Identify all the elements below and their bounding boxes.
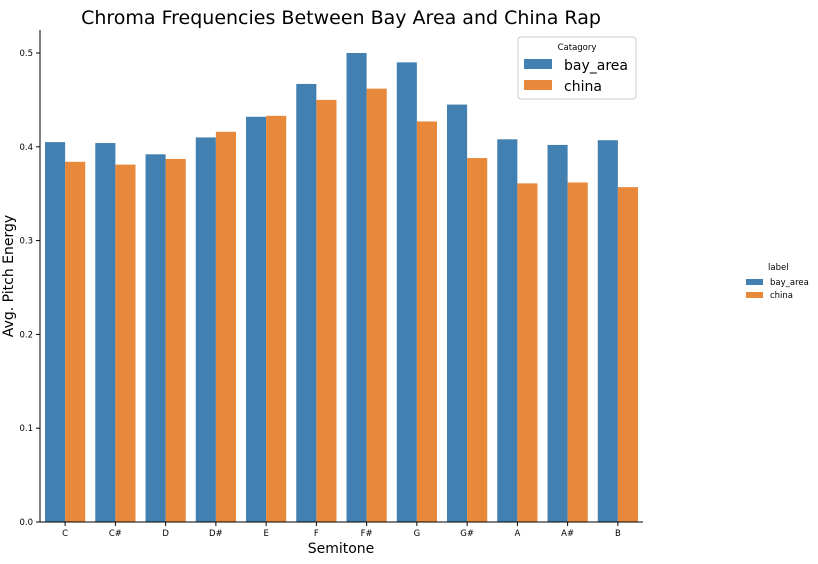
bar-china-asharp bbox=[567, 182, 588, 522]
x-tick-label: E bbox=[263, 529, 268, 539]
bar-china-csharp bbox=[115, 164, 136, 522]
bar-bay-area-fsharp bbox=[346, 53, 367, 522]
legend-outer-swatch-bay-area bbox=[746, 279, 763, 285]
bar-china-g bbox=[416, 121, 437, 522]
x-tick-label: G# bbox=[460, 529, 474, 539]
legend-inner-title: Catagory bbox=[558, 43, 597, 53]
bar-china-gsharp bbox=[467, 158, 488, 522]
y-tick-label: 0.5 bbox=[19, 49, 33, 59]
bars-group bbox=[45, 53, 638, 523]
y-tick-label: 0.3 bbox=[19, 237, 33, 247]
y-tick-label: 0.1 bbox=[19, 424, 33, 434]
bar-china-b bbox=[617, 187, 638, 522]
legend-inner-label-bay-area: bay_area bbox=[564, 58, 628, 74]
legend-inner: Catagory bay_area china bbox=[517, 36, 637, 100]
bar-china-f bbox=[316, 99, 337, 523]
x-axis-label: Semitone bbox=[308, 541, 375, 557]
bar-bay-area-f bbox=[296, 83, 317, 522]
y-tick-label: 0.2 bbox=[19, 330, 33, 340]
bar-china-d bbox=[165, 158, 186, 523]
x-ticks-group: C C# D D# E F F# G G# A A# B bbox=[62, 522, 621, 539]
legend-outer: label bay_area china bbox=[746, 263, 809, 301]
bar-china-c bbox=[65, 161, 86, 522]
x-tick-label: D# bbox=[209, 529, 223, 539]
x-tick-label: C# bbox=[109, 529, 122, 539]
legend-inner-swatch-bay-area bbox=[524, 59, 552, 69]
y-tick-label: 0.0 bbox=[19, 518, 33, 528]
bar-bay-area-e bbox=[246, 116, 267, 522]
legend-inner-label-china: china bbox=[564, 79, 602, 95]
x-tick-label: C bbox=[62, 529, 68, 539]
x-tick-label: F bbox=[314, 529, 319, 539]
bar-china-e bbox=[266, 115, 287, 522]
legend-outer-label-china: china bbox=[770, 291, 793, 301]
legend-outer-swatch-china bbox=[746, 292, 763, 298]
bar-china-dsharp bbox=[215, 131, 236, 523]
bar-bay-area-g bbox=[396, 62, 417, 522]
bar-bay-area-b bbox=[597, 140, 618, 523]
bar-china-fsharp bbox=[366, 88, 387, 522]
x-tick-label: G bbox=[414, 529, 421, 539]
chart-title: Chroma Frequencies Between Bay Area and … bbox=[81, 7, 601, 29]
x-tick-label: A# bbox=[561, 529, 574, 539]
y-axis-label: Avg. Pitch Energy bbox=[1, 215, 17, 337]
bar-bay-area-dsharp bbox=[195, 137, 216, 523]
legend-outer-label-bay-area: bay_area bbox=[770, 278, 809, 288]
bar-bay-area-gsharp bbox=[447, 104, 468, 522]
bar-bay-area-d bbox=[145, 154, 166, 523]
bar-bay-area-csharp bbox=[95, 143, 116, 523]
bar-bay-area-c bbox=[45, 142, 66, 523]
x-tick-label: A bbox=[514, 529, 520, 539]
bar-bay-area-asharp bbox=[547, 144, 568, 523]
x-tick-label: D bbox=[162, 529, 169, 539]
legend-outer-title: label bbox=[768, 263, 789, 273]
legend-inner-swatch-china bbox=[524, 80, 552, 90]
bar-china-a bbox=[517, 183, 538, 522]
x-tick-label: F# bbox=[361, 529, 373, 539]
y-tick-label: 0.4 bbox=[19, 143, 33, 153]
y-ticks-group: 0.0 0.1 0.2 0.3 0.4 0.5 bbox=[19, 49, 40, 528]
bar-bay-area-a bbox=[497, 139, 518, 523]
x-tick-label: B bbox=[615, 529, 621, 539]
